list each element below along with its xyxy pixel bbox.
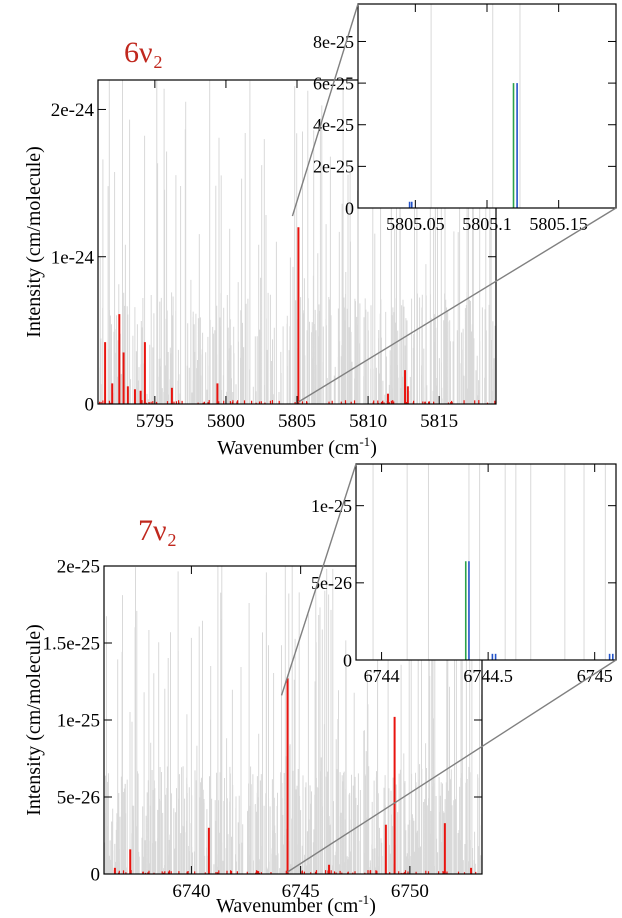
y-tick-label: 0	[91, 865, 101, 886]
ticks-6nu2: 5795 5800 5805 5810 5815 0 1e-24 2e-24	[51, 80, 496, 432]
plot-6nu2: 6ν₂ 5795 5800 5805 5810 5815 0 1e-24 2e-24 Inte…	[23, 36, 497, 459]
y-tick-label: 1.5e-25	[42, 634, 100, 655]
spectrum-6nu2	[99, 80, 496, 404]
inset-background-6nu2	[358, 4, 616, 208]
zoom-connectors	[280, 3, 617, 873]
x-tick-label: 6744	[364, 666, 400, 686]
y-tick-label: 1e-25	[57, 711, 100, 732]
x-tick-label: 5800	[207, 411, 245, 432]
inset-7nu2: 6744 6744.5 6745 0 5e-26 1e-25	[311, 463, 617, 686]
x-tick-label: 6745	[577, 666, 613, 686]
inset-frame-7nu2	[355, 463, 617, 661]
x-tick-label: 6740	[172, 881, 210, 902]
inset-6nu2: 5805.055805.15805.1502e-254e-256e-258e-2…	[313, 3, 617, 234]
band-label-6nu2: 6ν₂	[124, 36, 163, 69]
y-tick-label: 0	[343, 650, 352, 670]
y-axis-label-6nu2: Intensity (cm/molecule)	[23, 146, 45, 338]
inset-spectrum-6nu2	[408, 4, 521, 208]
y-tick-label: 0	[345, 198, 354, 218]
inset-background-7nu2	[356, 464, 616, 660]
y-axis-label-7nu2: Intensity (cm/molecule)	[23, 624, 45, 816]
x-axis-label-7nu2: Wavenumber (cm-1)	[216, 892, 376, 917]
zoom-connector-line	[298, 207, 617, 403]
y-tick-label: 1e-25	[311, 496, 352, 516]
x-tick-label: 5805.1	[462, 214, 512, 234]
y-tick-label: 2e-25	[57, 557, 100, 578]
y-tick-label: 8e-25	[313, 32, 354, 52]
x-axis-label-6nu2: Wavenumber (cm-1)	[217, 434, 377, 459]
y-tick-label: 2e-24	[51, 100, 95, 121]
x-tick-label: 5805.15	[529, 214, 588, 234]
x-tick-label: 6744.5	[463, 666, 513, 686]
background-lines	[103, 566, 483, 874]
zoom-connector-line	[280, 463, 357, 696]
x-tick-label: 6750	[391, 881, 429, 902]
x-tick-label: 6745	[282, 881, 320, 902]
x-tick-label: 5805.05	[386, 214, 445, 234]
zoom-connector-line	[287, 659, 617, 873]
x-tick-label: 5805	[278, 411, 316, 432]
y-tick-label: 0	[85, 395, 95, 416]
zoom-connector-line	[291, 3, 359, 217]
band-label-7nu2: 7ν₂	[138, 514, 177, 547]
x-tick-label: 5815	[420, 411, 458, 432]
inset-ticks-7nu2: 6744 6744.5 6745 0 5e-26 1e-25	[311, 464, 616, 686]
y-tick-label: 2e-25	[313, 157, 354, 177]
x-tick-label: 5795	[136, 411, 174, 432]
inset-spectrum-7nu2	[372, 464, 614, 660]
weak-highlight-lines	[99, 400, 496, 404]
y-tick-label: 1e-24	[51, 247, 95, 268]
y-tick-label: 4e-25	[313, 115, 354, 135]
y-tick-label: 5e-26	[57, 788, 100, 809]
x-tick-label: 5810	[349, 411, 387, 432]
spectrum-7nu2	[103, 566, 483, 874]
y-tick-label: 5e-26	[311, 573, 352, 593]
